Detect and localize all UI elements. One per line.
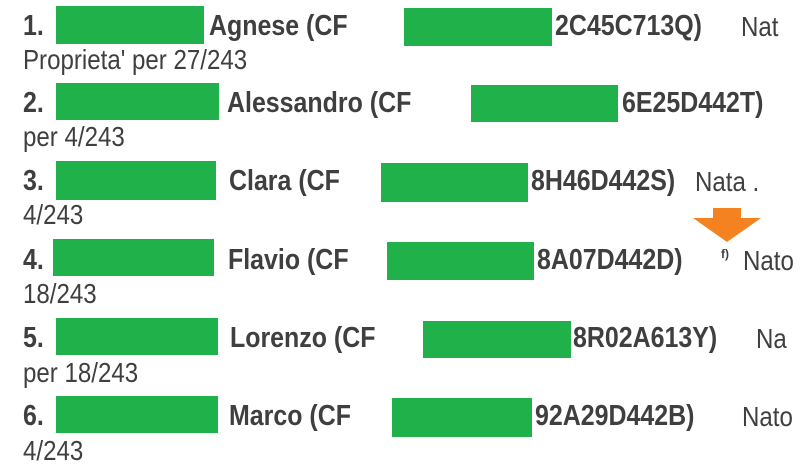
redacted-fiscal-code xyxy=(404,8,552,46)
person-name: Agnese (CF xyxy=(209,10,348,42)
footnote-marker: f) xyxy=(721,247,729,261)
redacted-surname xyxy=(56,6,204,44)
fiscal-code-suffix: 8H46D442S) xyxy=(531,165,676,197)
ownership-share: per 18/243 xyxy=(23,357,139,388)
person-name: Alessandro (CF xyxy=(227,87,412,119)
item-number: 1. xyxy=(23,10,44,42)
fiscal-code-suffix: 92A29D442B) xyxy=(535,400,695,432)
arrow-down-icon xyxy=(693,208,761,242)
redacted-surname xyxy=(56,318,218,355)
redacted-surname xyxy=(56,161,216,200)
birth-info: Na xyxy=(756,323,787,354)
item-number: 6. xyxy=(23,400,44,432)
redacted-fiscal-code xyxy=(387,242,534,280)
birth-info: Nat xyxy=(741,11,779,42)
fiscal-code-suffix: 8A07D442D) xyxy=(537,244,683,276)
redacted-fiscal-code xyxy=(423,321,571,358)
redacted-surname xyxy=(56,396,218,433)
ownership-share: Proprieta' per 27/243 xyxy=(23,44,248,75)
ownership-share: 18/243 xyxy=(23,278,97,309)
person-name: Lorenzo (CF xyxy=(230,322,376,354)
item-number: 2. xyxy=(23,87,44,119)
ownership-share: per 4/243 xyxy=(23,121,125,152)
fiscal-code-suffix: 6E25D442T) xyxy=(622,87,764,119)
redacted-fiscal-code xyxy=(471,85,618,122)
fiscal-code-suffix: 8R02A613Y) xyxy=(573,322,718,354)
item-number: 5. xyxy=(23,322,44,354)
fiscal-code-suffix: 2C45C713Q) xyxy=(555,10,702,42)
ownership-share: 4/243 xyxy=(23,435,84,466)
birth-info: Nata . xyxy=(695,166,760,197)
item-number: 3. xyxy=(23,165,44,197)
birth-info: Nato xyxy=(743,245,794,276)
redacted-fiscal-code xyxy=(392,398,532,437)
person-name: Marco (CF xyxy=(229,400,351,432)
redacted-fiscal-code xyxy=(381,163,528,202)
redacted-surname xyxy=(53,239,214,276)
redacted-surname xyxy=(56,83,219,120)
person-name: Clara (CF xyxy=(229,165,340,197)
person-name: Flavio (CF xyxy=(228,244,349,276)
ownership-share: 4/243 xyxy=(23,199,84,230)
item-number: 4. xyxy=(23,244,44,276)
birth-info: Nato xyxy=(742,401,793,432)
